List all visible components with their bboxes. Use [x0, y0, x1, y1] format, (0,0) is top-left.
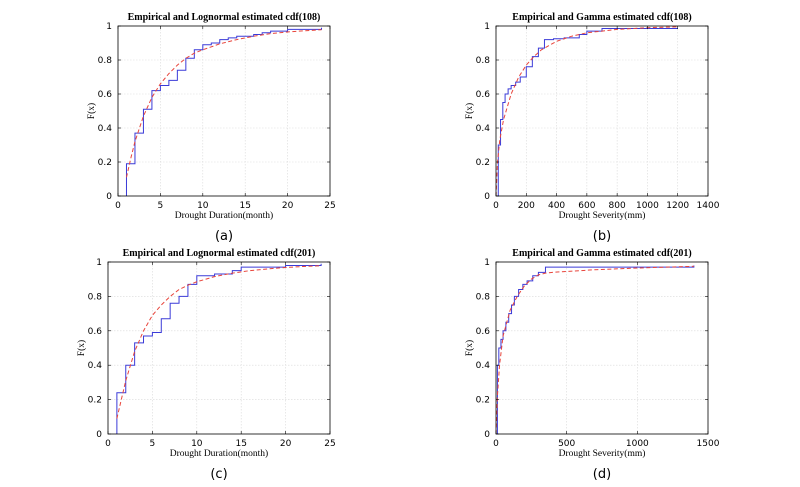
x-tick-label: 0	[115, 201, 121, 211]
y-tick-label: 0.4	[88, 361, 103, 371]
y-axis-label: F(x)	[464, 103, 475, 119]
chart-title: Empirical and Lognormal estimated cdf(20…	[123, 248, 316, 259]
y-tick-label: 0	[96, 430, 102, 440]
x-axis-label: Drought Duration(month)	[170, 448, 268, 459]
chart-panel-d: 0 500 1000 1500 0 0.2 0.4 0.6 0.8 1 Empirical and …	[464, 248, 720, 482]
y-tick-label: 0.4	[476, 361, 491, 371]
y-tick-label: 0	[106, 192, 112, 202]
axes-frame	[495, 261, 709, 435]
chart-title: Empirical and Gamma estimated cdf(201)	[512, 248, 691, 259]
x-tick-label: 0	[493, 439, 499, 449]
x-tick-label: 5	[150, 439, 156, 449]
y-axis-label: F(x)	[86, 103, 97, 119]
x-tick-label: 1400	[697, 201, 720, 211]
x-tick-label: 1000	[626, 439, 649, 449]
x-tick-label: 800	[609, 201, 626, 211]
y-tick-label: 0.4	[476, 124, 491, 134]
axes-frame	[495, 25, 709, 197]
empirical-cdf-line	[125, 27, 323, 196]
chart-panel-c: 0 5 10 15 20 25 0 0.2 0.4 0.6 0.8 1 Empirical and Lo…	[76, 248, 336, 482]
y-tick-label: 0.4	[98, 124, 113, 134]
x-axis-label: Drought Duration(month)	[175, 210, 273, 221]
y-tick-label: 0.6	[98, 90, 113, 100]
x-axis-label: Drought Severity(mm)	[559, 210, 646, 221]
y-tick-label: 0.6	[88, 327, 103, 337]
y-tick-label: 0.6	[476, 90, 491, 100]
x-tick-label: 25	[324, 201, 335, 211]
panel-caption: (d)	[593, 467, 611, 482]
x-tick-label: 200	[518, 201, 535, 211]
x-tick-label: 500	[558, 439, 575, 449]
x-tick-label: 10	[197, 201, 209, 211]
x-tick-label: 1000	[636, 201, 659, 211]
y-tick-label: 0	[484, 430, 490, 440]
y-tick-label: 1	[106, 22, 112, 32]
axes-frame	[107, 261, 331, 435]
empirical-cdf-line	[496, 28, 678, 197]
x-tick-label: 5	[158, 201, 164, 211]
panel-caption: (b)	[593, 229, 611, 244]
x-tick-label: 10	[191, 439, 203, 449]
x-tick-label: 20	[280, 439, 292, 449]
x-tick-label: 0	[105, 439, 111, 449]
y-tick-label: 0.8	[476, 292, 491, 302]
y-tick-label: 0.6	[476, 327, 491, 337]
chart-title: Empirical and Lognormal estimated cdf(10…	[128, 12, 321, 23]
chart-panel-b: 0 200 400 600 800 1000 1200 1400 0 0.2 0.4 0.6 0.8 1 E…	[464, 12, 720, 244]
x-tick-label: 1200	[666, 201, 689, 211]
y-tick-label: 0.2	[98, 158, 112, 168]
y-tick-label: 0.8	[88, 292, 103, 302]
x-tick-label: 20	[282, 201, 294, 211]
y-tick-label: 0.8	[98, 56, 113, 66]
x-tick-label: 15	[235, 439, 246, 449]
chart-title: Empirical and Gamma estimated cdf(108)	[512, 12, 691, 23]
y-tick-label: 0.8	[476, 56, 491, 66]
y-tick-label: 0	[484, 192, 490, 202]
panel-caption: (a)	[215, 229, 233, 244]
x-tick-label: 1500	[697, 439, 720, 449]
x-tick-label: 0	[493, 201, 499, 211]
chart-panel-a: 0 5 10 15 20 25 0 0.2 0.4 0.6 0.8 1 Empirical and Lo…	[86, 12, 336, 244]
y-tick-label: 0.2	[88, 396, 102, 406]
y-tick-label: 0.2	[476, 396, 490, 406]
estimated-cdf-line	[125, 29, 322, 178]
estimated-cdf-line	[116, 265, 322, 419]
y-tick-label: 0.2	[476, 158, 490, 168]
empirical-cdf-line	[116, 263, 322, 434]
empirical-cdf-line	[496, 265, 695, 435]
x-tick-label: 15	[239, 201, 250, 211]
estimated-cdf-line	[495, 265, 694, 435]
y-axis-label: F(x)	[464, 340, 475, 356]
y-axis-label: F(x)	[76, 340, 87, 356]
y-tick-label: 1	[96, 258, 102, 268]
x-tick-label: 400	[548, 201, 565, 211]
x-axis-label: Drought Severity(mm)	[559, 448, 646, 459]
panel-caption: (c)	[210, 467, 227, 482]
axes-frame	[117, 25, 331, 197]
x-tick-label: 25	[324, 439, 335, 449]
y-tick-label: 1	[484, 258, 490, 268]
x-tick-label: 600	[578, 201, 595, 211]
y-tick-label: 1	[484, 22, 490, 32]
